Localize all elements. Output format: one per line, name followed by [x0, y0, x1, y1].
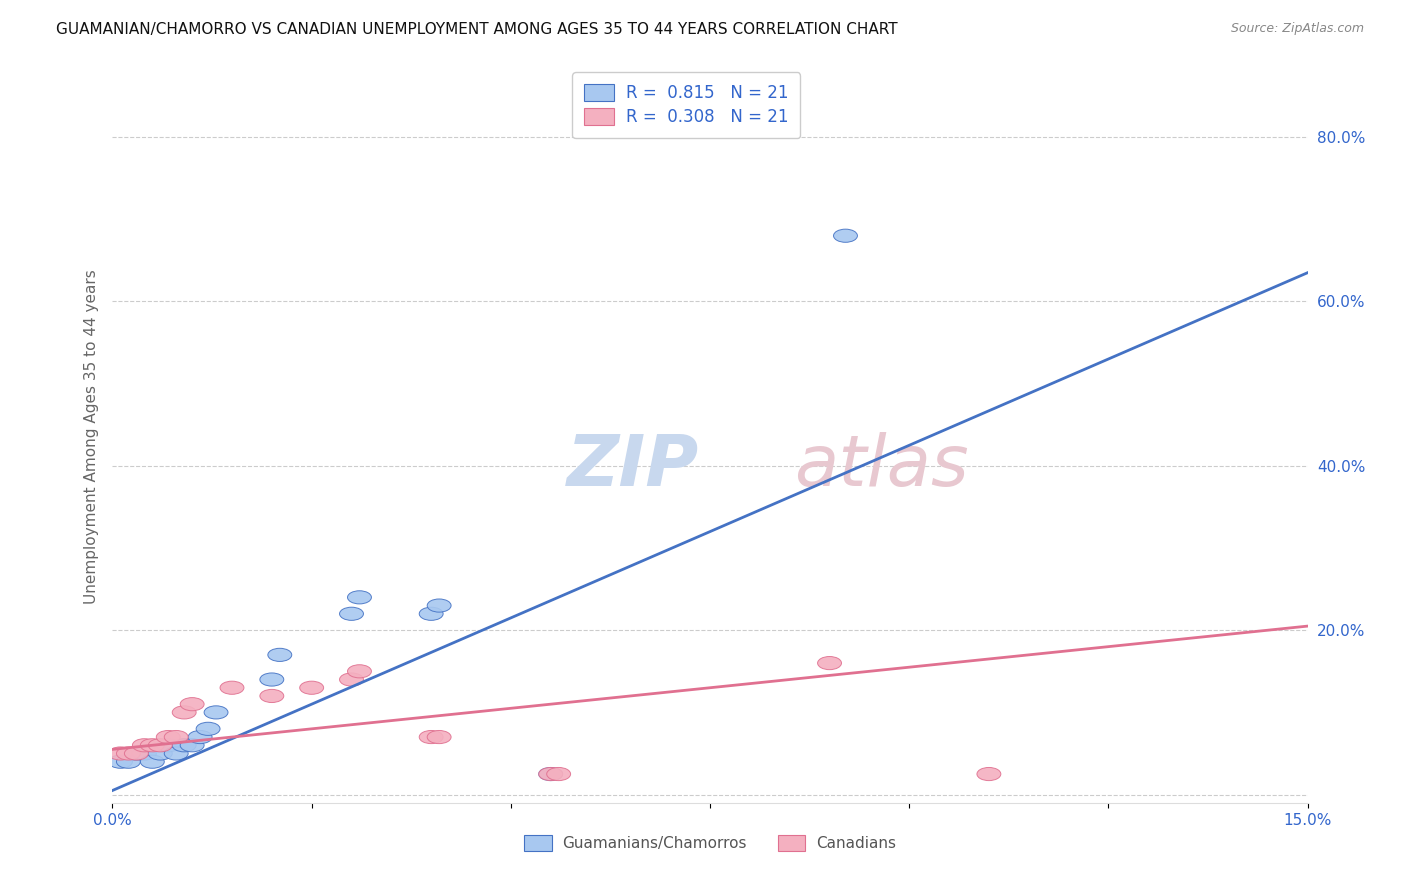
- Ellipse shape: [197, 723, 221, 735]
- Ellipse shape: [347, 591, 371, 604]
- Ellipse shape: [149, 739, 173, 752]
- Text: Source: ZipAtlas.com: Source: ZipAtlas.com: [1230, 22, 1364, 36]
- Legend: Guamanians/Chamorros, Canadians: Guamanians/Chamorros, Canadians: [519, 830, 901, 857]
- Ellipse shape: [977, 767, 1001, 780]
- Ellipse shape: [132, 747, 156, 760]
- Ellipse shape: [340, 607, 364, 620]
- Ellipse shape: [260, 673, 284, 686]
- Ellipse shape: [427, 599, 451, 612]
- Ellipse shape: [108, 747, 132, 760]
- Ellipse shape: [141, 756, 165, 768]
- Text: atlas: atlas: [793, 432, 969, 500]
- Ellipse shape: [219, 681, 245, 694]
- Ellipse shape: [204, 706, 228, 719]
- Ellipse shape: [427, 731, 451, 744]
- Ellipse shape: [347, 665, 371, 678]
- Ellipse shape: [180, 739, 204, 752]
- Ellipse shape: [547, 767, 571, 780]
- Ellipse shape: [124, 747, 149, 760]
- Ellipse shape: [173, 739, 197, 752]
- Ellipse shape: [141, 739, 165, 752]
- Ellipse shape: [419, 731, 443, 744]
- Ellipse shape: [156, 731, 180, 744]
- Ellipse shape: [538, 767, 562, 780]
- Ellipse shape: [188, 731, 212, 744]
- Ellipse shape: [180, 698, 204, 711]
- Y-axis label: Unemployment Among Ages 35 to 44 years: Unemployment Among Ages 35 to 44 years: [83, 269, 98, 605]
- Ellipse shape: [269, 648, 292, 662]
- Ellipse shape: [818, 657, 842, 670]
- Ellipse shape: [419, 607, 443, 620]
- Ellipse shape: [340, 673, 364, 686]
- Ellipse shape: [108, 756, 132, 768]
- Ellipse shape: [124, 747, 149, 760]
- Ellipse shape: [165, 731, 188, 744]
- Ellipse shape: [156, 739, 180, 752]
- Ellipse shape: [132, 739, 156, 752]
- Ellipse shape: [260, 690, 284, 703]
- Ellipse shape: [149, 747, 173, 760]
- Ellipse shape: [538, 767, 562, 780]
- Ellipse shape: [173, 706, 197, 719]
- Ellipse shape: [299, 681, 323, 694]
- Text: ZIP: ZIP: [567, 432, 699, 500]
- Ellipse shape: [117, 756, 141, 768]
- Ellipse shape: [834, 229, 858, 243]
- Text: GUAMANIAN/CHAMORRO VS CANADIAN UNEMPLOYMENT AMONG AGES 35 TO 44 YEARS CORRELATIO: GUAMANIAN/CHAMORRO VS CANADIAN UNEMPLOYM…: [56, 22, 898, 37]
- Ellipse shape: [165, 747, 188, 760]
- Ellipse shape: [117, 747, 141, 760]
